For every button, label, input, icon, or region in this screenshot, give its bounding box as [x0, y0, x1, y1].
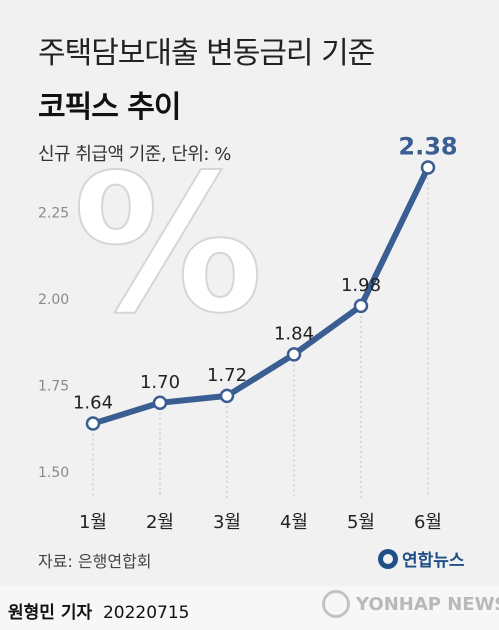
data-point	[219, 388, 235, 404]
data-label: 1.72	[207, 365, 247, 386]
x-tick-label: 1월	[79, 512, 107, 533]
dotted-guides	[92, 167, 429, 498]
y-tick-label: 1.75	[38, 379, 69, 395]
x-tick-label: 4월	[280, 512, 308, 533]
data-label: 2.38	[398, 133, 457, 161]
reporter-credit: 원형민 기자 20220715	[8, 598, 189, 623]
y-tick-label: 2.25	[38, 206, 69, 222]
y-tick-label: 2.00	[38, 292, 69, 308]
chart-title-line2: 코픽스 추이	[38, 90, 181, 125]
data-points	[85, 160, 436, 431]
series-line	[90, 164, 431, 427]
data-point	[286, 347, 302, 362]
data-label: 1.98	[341, 275, 381, 296]
data-point	[85, 416, 101, 431]
x-tick-label: 2월	[146, 512, 174, 533]
x-tick-label: 3월	[213, 512, 241, 533]
percent-symbol-decoration: %	[72, 133, 264, 356]
series-line-group	[90, 164, 431, 427]
yonhap-watermark: YONHAP NEWS	[322, 590, 499, 618]
reporter-name: 원형민 기자	[8, 603, 93, 623]
chart-subtitle: 신규 취급액 기준, 단위: %	[38, 144, 231, 165]
percent-symbol: %	[73, 134, 263, 355]
x-tick-label: 5월	[347, 512, 375, 533]
source-text: 자료: 은행연합회	[38, 552, 152, 571]
publish-date: 20220715	[102, 603, 190, 623]
data-point	[152, 395, 168, 411]
y-axis: 1.50 1.75 2.00 2.25	[38, 206, 69, 482]
watermark-icon	[322, 590, 350, 618]
yonhap-logo-icon	[378, 548, 398, 569]
data-point	[353, 298, 369, 314]
x-tick-label: 6월	[414, 512, 442, 533]
watermark-text: YONHAP NEWS	[356, 593, 499, 615]
data-label: 1.70	[140, 372, 180, 393]
y-tick-label: 1.50	[38, 465, 69, 481]
data-point	[420, 160, 436, 175]
chart-title-line1: 주택담보대출 변동금리 기준	[38, 36, 375, 71]
yonhap-logo-text: 연합뉴스	[402, 551, 465, 571]
x-axis: 1월 2월 3월 4월 5월 6월	[79, 512, 442, 533]
yonhap-logo: 연합뉴스	[378, 546, 465, 571]
data-labels: 1.64 1.70 1.72 1.84 1.98 2.38	[73, 133, 458, 414]
data-label: 1.64	[73, 393, 113, 414]
footer-bar	[0, 586, 499, 630]
data-label: 1.84	[274, 323, 314, 344]
